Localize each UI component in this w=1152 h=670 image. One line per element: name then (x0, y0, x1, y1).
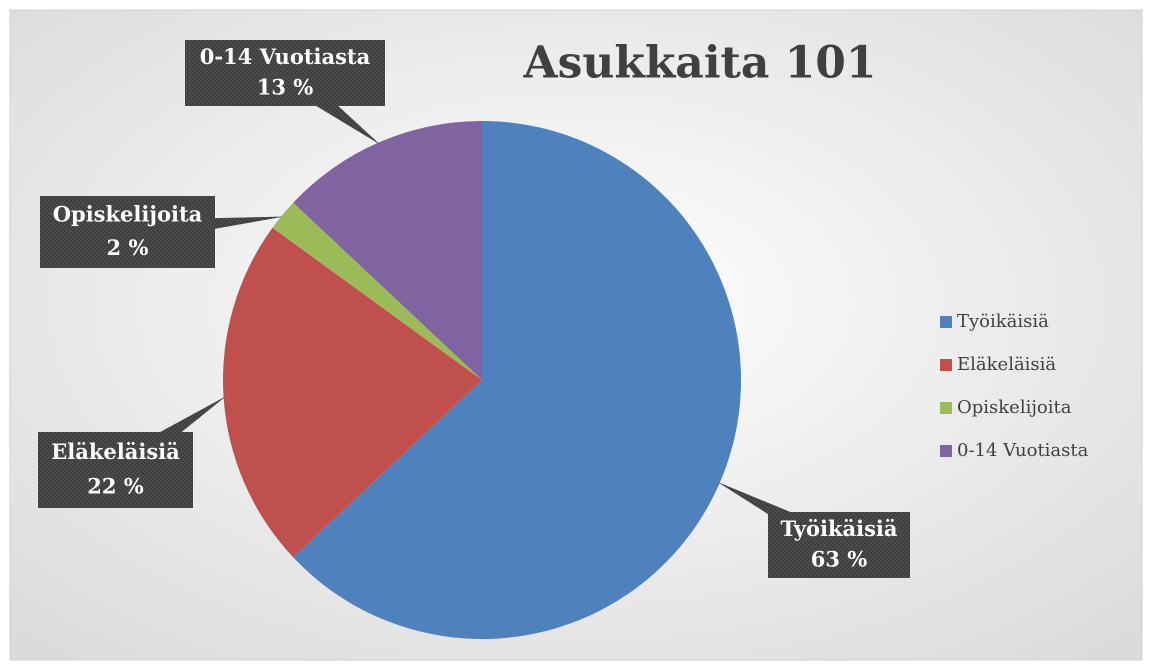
pie-slice (272, 202, 482, 380)
data-callout: 0-14 Vuotiasta 13 % (185, 40, 385, 145)
legend-label: Opiskelijoita (957, 397, 1072, 418)
callout-box (768, 512, 910, 578)
callout-category: Työikäisiä (780, 516, 897, 541)
chart-title: Asukkaita 101 (522, 38, 876, 89)
pie-slice (293, 120, 482, 380)
pie-slice (293, 121, 741, 640)
legend-swatch (940, 402, 952, 414)
legend-label: Eläkeläisiä (957, 354, 1056, 375)
legend-swatch (940, 359, 952, 371)
legend-label: Työikäisiä (957, 311, 1049, 332)
legend-label: 0-14 Vuotiasta (957, 440, 1089, 461)
data-callout: Työikäisiä 63 % (717, 481, 910, 578)
callout-box (185, 40, 385, 106)
pie-slice (222, 227, 482, 558)
callout-box (40, 196, 215, 268)
callout-value: 63 % (811, 546, 868, 571)
callout-value: 22 % (87, 474, 144, 499)
data-callout: Opiskelijoita 2 % (40, 196, 285, 268)
legend-swatch (940, 445, 952, 457)
legend-swatch (940, 316, 952, 328)
data-callout: Eläkeläisiä 22 % (38, 396, 227, 508)
callout-category: Opiskelijoita (53, 202, 203, 227)
callout-category: 0-14 Vuotiasta (200, 44, 371, 69)
callout-value: 2 % (107, 235, 149, 260)
callout-value: 13 % (257, 74, 314, 99)
callout-category: Eläkeläisiä (51, 439, 180, 464)
callout-box (38, 432, 193, 508)
